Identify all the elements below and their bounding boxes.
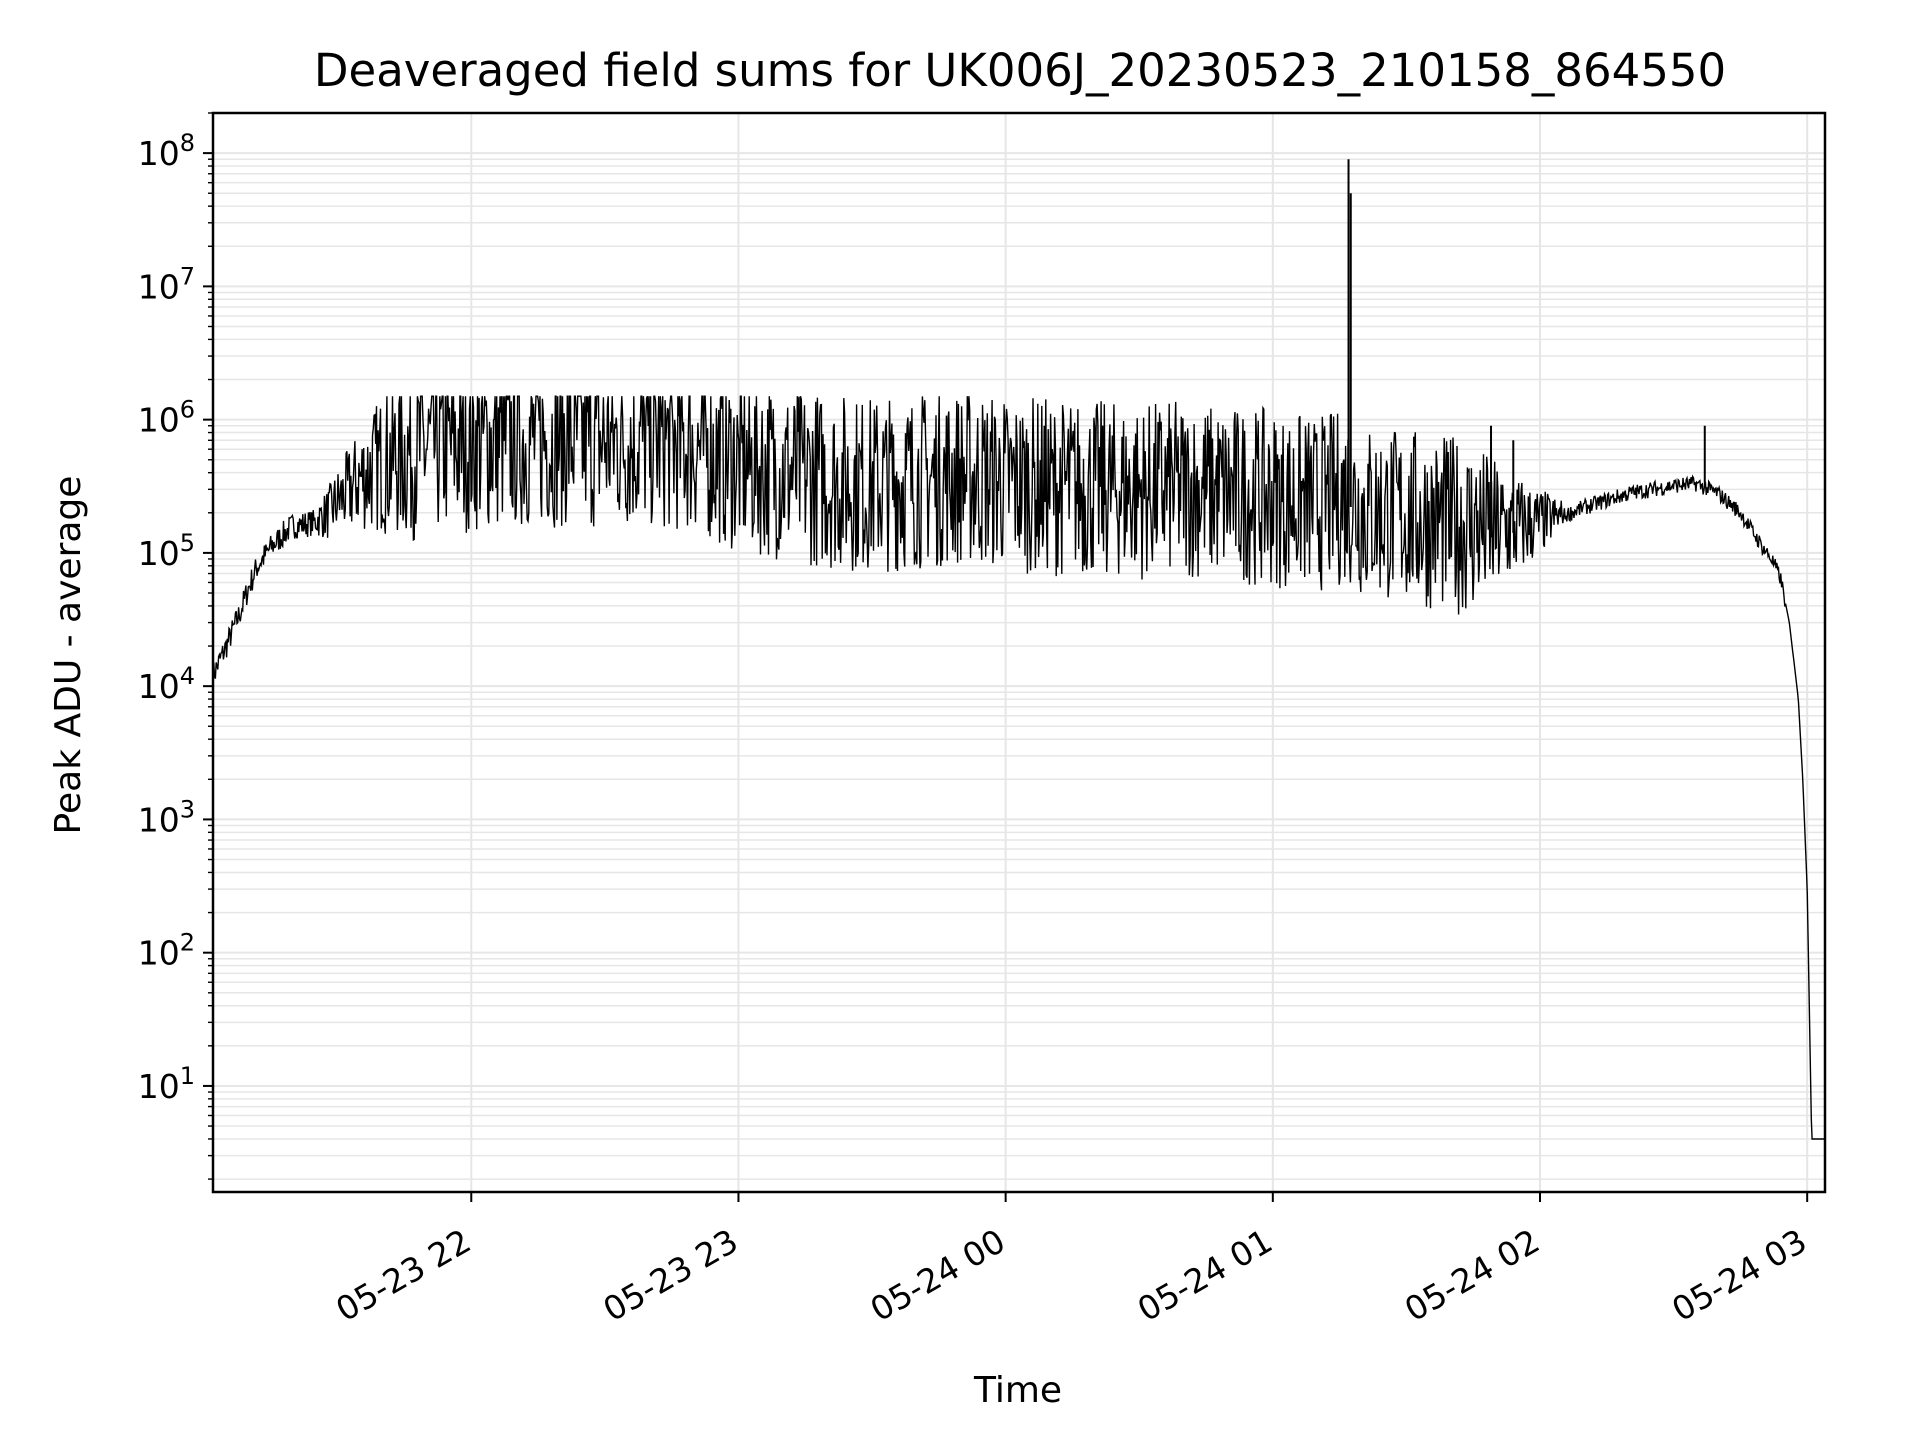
series-group: [212, 159, 1825, 1140]
y-axis: 101 102 103 104 105 106 107 108: [138, 112, 213, 1180]
plot-frame: [211, 111, 1827, 1194]
x-axis-label: Time: [973, 1370, 1062, 1411]
y-tick-label: 103: [138, 795, 195, 839]
series-line: [212, 395, 1825, 1140]
y-axis-label: Peak ADU - average: [48, 476, 89, 835]
y-tick-label: 101: [138, 1062, 195, 1106]
y-tick-label: 102: [138, 929, 195, 973]
y-tick-label: 107: [138, 262, 195, 306]
chart-title: Deaveraged field sums for UK006J_2023052…: [314, 44, 1726, 97]
y-tick-label: 106: [138, 396, 195, 440]
y-tick-label: 105: [138, 529, 195, 573]
grid: [213, 112, 1825, 1192]
y-tick-label: 108: [138, 129, 195, 173]
y-tick-label: 104: [138, 662, 195, 706]
